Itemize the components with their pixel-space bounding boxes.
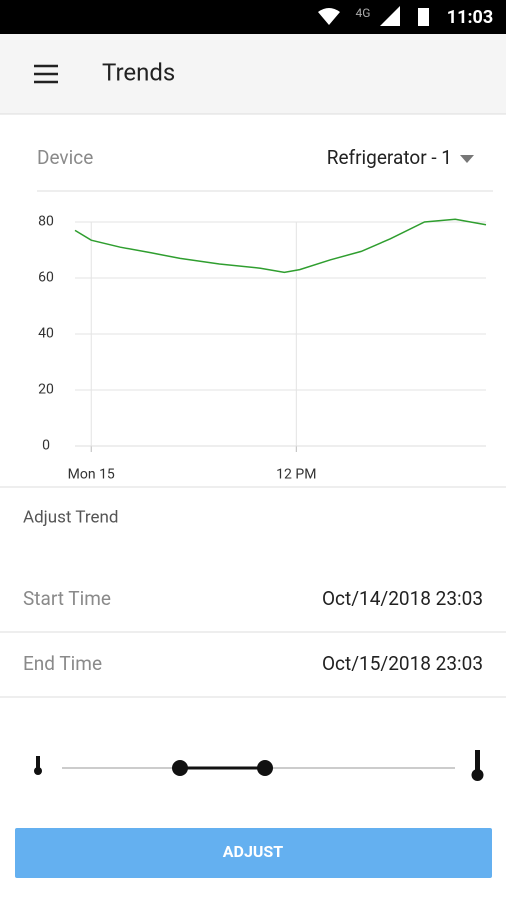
trend-line	[74, 218, 487, 274]
status-bar	[0, 0, 506, 34]
button-background	[15, 828, 492, 878]
device-dropdown[interactable]: Refrigerator - 1	[327, 146, 474, 169]
start-time-value: Oct/14/2018 23:03	[322, 587, 483, 610]
end-time-row[interactable]: End Time Oct/15/2018 23:03	[23, 652, 483, 675]
end-time-value: Oct/15/2018 23:03	[322, 652, 483, 675]
y-tick-label: 20	[38, 382, 54, 398]
section-title: Adjust Trend	[23, 507, 118, 527]
y-tick-label: 40	[38, 326, 54, 342]
y-tick-label: 80	[38, 214, 54, 230]
app-bar	[0, 34, 506, 114]
clock: 11:03	[447, 7, 493, 28]
x-tick-label: 12 PM	[276, 467, 316, 483]
trend-chart: 0 20 40 60 80 Mon 15 12 PM	[38, 214, 487, 483]
end-time-label: End Time	[23, 652, 102, 675]
thermometer-low-icon	[34, 756, 42, 775]
y-tick-label: 60	[38, 270, 54, 286]
start-time-row[interactable]: Start Time Oct/14/2018 23:03	[23, 587, 483, 610]
start-time-label: Start Time	[23, 587, 111, 610]
button-label: ADJUST	[223, 842, 283, 861]
signal-icon	[380, 6, 400, 26]
menu-button[interactable]	[34, 64, 58, 84]
y-tick-label: 0	[42, 438, 50, 454]
adjust-button[interactable]: ADJUST	[15, 828, 492, 878]
device-label: Device	[37, 146, 93, 169]
page-title: Trends	[102, 58, 175, 86]
battery-icon	[418, 8, 429, 26]
thermometer-high-icon	[471, 750, 484, 781]
slider-thumb[interactable]	[257, 760, 273, 776]
network-type: 4G	[356, 6, 371, 20]
dropdown-arrow	[460, 155, 474, 163]
wifi-icon	[318, 8, 340, 25]
slider-thumb[interactable]	[172, 760, 188, 776]
device-value: Refrigerator - 1	[327, 146, 452, 169]
x-tick-label: Mon 15	[68, 467, 115, 483]
